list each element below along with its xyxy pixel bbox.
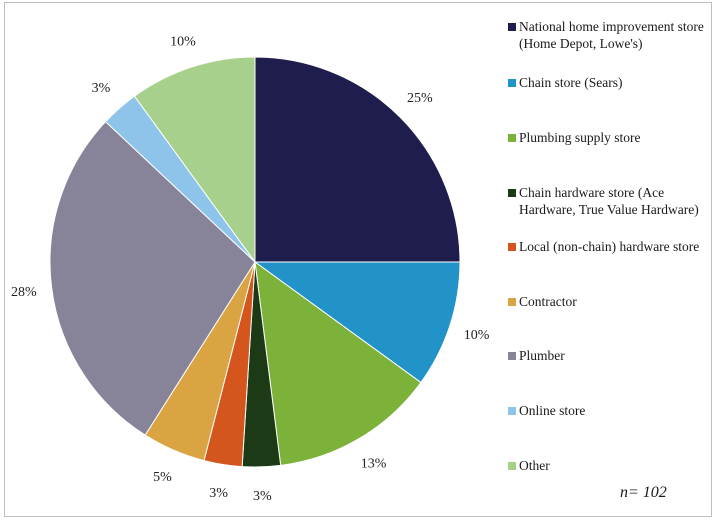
- legend-label: Plumber: [519, 348, 565, 363]
- legend-label: National home improvement store (Home De…: [519, 19, 704, 51]
- legend-swatch: [508, 189, 516, 197]
- legend-item: Chain hardware store (Ace Hardware, True…: [508, 184, 713, 218]
- pie-slice: [253, 261, 461, 384]
- legend-swatch: [508, 407, 516, 415]
- legend-label: Contractor: [519, 294, 577, 309]
- slice-percent-label: 13%: [361, 457, 387, 472]
- legend-item: Online store: [508, 402, 713, 419]
- slice-percent-label: 28%: [11, 285, 37, 300]
- pie-slice: [254, 260, 422, 466]
- legend-swatch: [508, 298, 516, 306]
- legend-label: Online store: [519, 403, 586, 418]
- slice-percent-label: 3%: [209, 486, 228, 501]
- pie-slice: [254, 56, 461, 263]
- slice-percent-label: 25%: [407, 91, 433, 106]
- legend-swatch: [508, 243, 516, 251]
- legend-item: Contractor: [508, 293, 713, 310]
- legend-label: Local (non-chain) hardware store: [519, 239, 700, 254]
- legend-item: Plumbing supply store: [508, 129, 713, 146]
- slice-percent-label: 3%: [253, 489, 272, 504]
- legend-swatch: [508, 462, 516, 470]
- pie-slice: [49, 120, 256, 436]
- legend-item: Other: [508, 457, 713, 474]
- sample-size-note: n= 102: [620, 484, 667, 501]
- legend-item: Local (non-chain) hardware store: [508, 238, 713, 255]
- slice-percent-label: 3%: [92, 81, 111, 96]
- legend-label: Other: [519, 458, 550, 473]
- legend-swatch: [508, 79, 516, 87]
- legend-label: Chain hardware store (Ace Hardware, True…: [519, 185, 699, 217]
- slice-percent-label: 10%: [170, 34, 196, 49]
- legend-label: Chain store (Sears): [519, 75, 623, 90]
- legend-item: Plumber: [508, 347, 713, 364]
- legend-label: Plumbing supply store: [519, 130, 641, 145]
- legend-swatch: [508, 23, 516, 31]
- legend-swatch: [508, 134, 516, 142]
- slice-percent-label: 5%: [153, 470, 172, 485]
- legend-item: National home improvement store (Home De…: [508, 18, 713, 52]
- legend-swatch: [508, 352, 516, 360]
- pie-slice: [133, 56, 256, 264]
- slice-percent-label: 10%: [464, 328, 490, 343]
- legend-item: Chain store (Sears): [508, 74, 713, 91]
